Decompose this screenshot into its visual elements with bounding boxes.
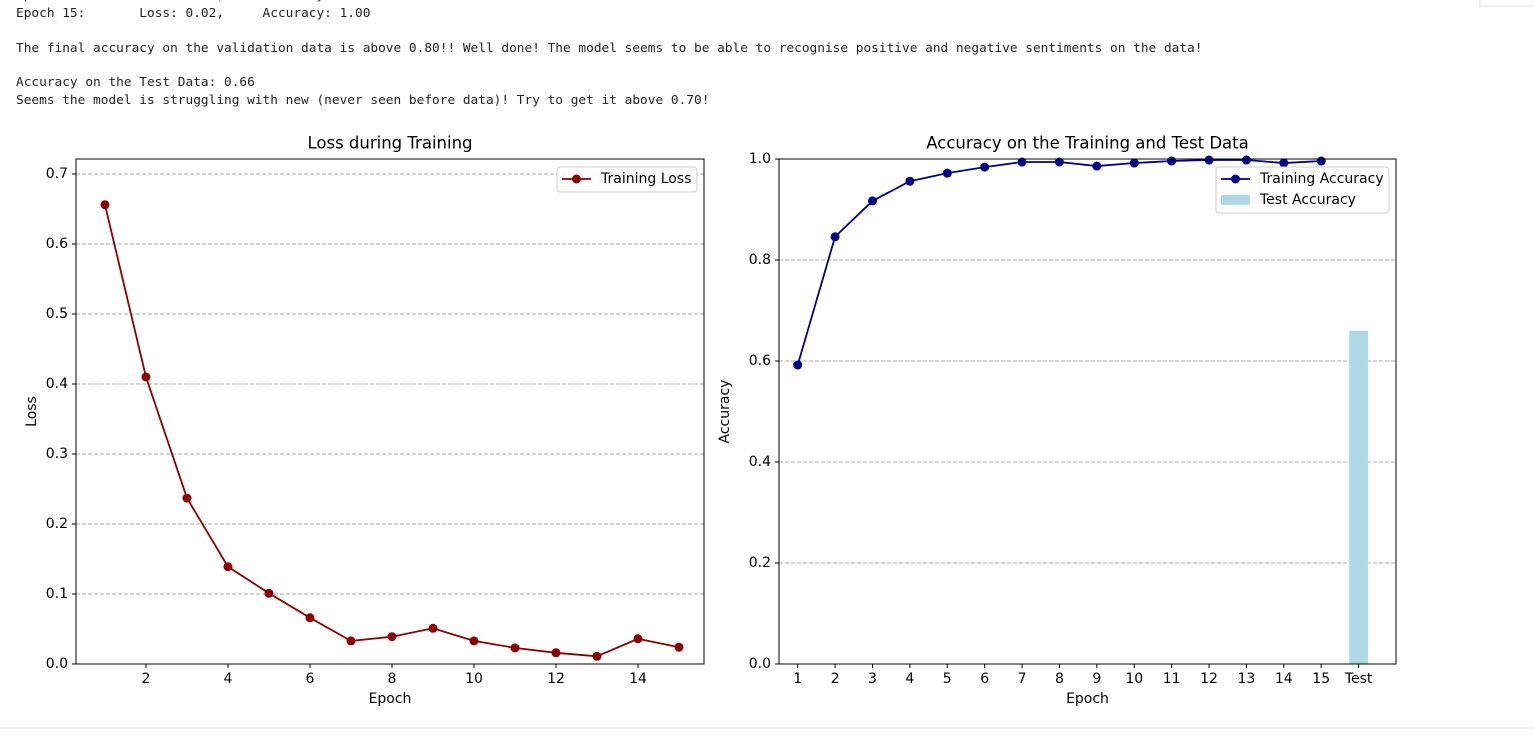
point bbox=[1129, 158, 1139, 168]
x-tick-label: 6 bbox=[980, 671, 989, 687]
x-tick-label: 11 bbox=[1163, 671, 1181, 687]
x-tick-label: 4 bbox=[905, 671, 914, 687]
point bbox=[428, 623, 438, 633]
x-tick-label: 9 bbox=[1092, 671, 1101, 687]
x-tick-label: 10 bbox=[1125, 671, 1143, 687]
point bbox=[905, 176, 915, 186]
output-line: Epoch 14: Loss: 0.03, Accuracy: 0.99 bbox=[16, 0, 370, 4]
point bbox=[1316, 156, 1326, 166]
point bbox=[346, 636, 356, 646]
scroll-widget bbox=[1479, 0, 1534, 7]
point bbox=[182, 493, 192, 503]
series-line bbox=[104, 204, 680, 658]
legend-label: Training Accuracy bbox=[1259, 171, 1384, 187]
point bbox=[551, 648, 561, 658]
y-axis-label: Accuracy bbox=[717, 380, 733, 444]
x-tick-label: 2 bbox=[142, 671, 151, 687]
point bbox=[867, 196, 877, 206]
point bbox=[223, 562, 233, 572]
y-tick-label: 0.0 bbox=[749, 656, 771, 672]
point bbox=[141, 372, 151, 382]
output-line: Accuracy on the Test Data: 0.66 bbox=[16, 75, 255, 90]
x-axis-label: Epoch bbox=[1066, 691, 1109, 707]
y-tick-label: 1.0 bbox=[749, 151, 771, 167]
y-tick-label: 0.7 bbox=[46, 166, 68, 182]
x-tick-label: 14 bbox=[1275, 671, 1293, 687]
output-line: Seems the model is struggling with new (… bbox=[16, 93, 710, 108]
x-axis-label: Epoch bbox=[369, 691, 412, 707]
x-tick-label: Test bbox=[1344, 671, 1373, 687]
bar bbox=[1349, 330, 1368, 664]
point bbox=[469, 636, 479, 646]
legend-swatch bbox=[1221, 195, 1250, 205]
y-tick-label: 0.0 bbox=[46, 656, 68, 672]
chart-title: Accuracy on the Training and Test Data bbox=[926, 134, 1248, 153]
legend-box bbox=[1215, 166, 1390, 214]
y-tick-label: 0.1 bbox=[46, 586, 68, 602]
x-tick-label: 5 bbox=[943, 671, 952, 687]
y-tick-label: 0.4 bbox=[46, 376, 68, 392]
plot-frame bbox=[75, 158, 705, 665]
point bbox=[1054, 157, 1064, 167]
y-tick-label: 0.4 bbox=[749, 454, 771, 470]
x-tick-label: 4 bbox=[224, 671, 233, 687]
y-tick-label: 0.5 bbox=[46, 306, 68, 322]
y-tick-label: 0.2 bbox=[749, 555, 771, 571]
x-tick-label: 8 bbox=[1055, 671, 1064, 687]
plot-frame bbox=[778, 158, 1397, 665]
point bbox=[1279, 158, 1289, 168]
y-tick-label: 0.6 bbox=[46, 236, 68, 252]
legend-label: Training Loss bbox=[600, 171, 691, 187]
y-tick-label: 0.8 bbox=[749, 252, 771, 268]
point bbox=[1017, 157, 1027, 167]
point bbox=[980, 162, 990, 172]
x-tick-label: 6 bbox=[306, 671, 315, 687]
point bbox=[1092, 161, 1102, 171]
point bbox=[592, 651, 602, 661]
x-tick-label: 1 bbox=[793, 671, 802, 687]
y-axis-label: Loss bbox=[24, 396, 40, 427]
point bbox=[942, 168, 952, 178]
point bbox=[510, 643, 520, 653]
x-tick-label: 7 bbox=[1018, 671, 1027, 687]
point bbox=[387, 632, 397, 642]
point bbox=[264, 588, 274, 598]
legend-marker bbox=[572, 174, 581, 184]
point bbox=[1204, 155, 1214, 165]
point bbox=[633, 634, 643, 644]
y-tick-label: 0.6 bbox=[749, 353, 771, 369]
output-line: The final accuracy on the validation dat… bbox=[16, 41, 1203, 56]
x-tick-label: 12 bbox=[547, 671, 565, 687]
x-tick-label: 2 bbox=[831, 671, 840, 687]
x-tick-label: 14 bbox=[629, 671, 647, 687]
point bbox=[100, 200, 110, 210]
point bbox=[674, 642, 684, 652]
x-tick-label: 3 bbox=[868, 671, 877, 687]
point bbox=[305, 613, 315, 623]
legend-label: Test Accuracy bbox=[1259, 192, 1356, 208]
x-tick-label: 12 bbox=[1200, 671, 1218, 687]
legend-box bbox=[556, 166, 698, 193]
chart-title: Loss during Training bbox=[307, 134, 472, 153]
y-tick-label: 0.2 bbox=[46, 516, 68, 532]
x-tick-label: 10 bbox=[465, 671, 483, 687]
point bbox=[830, 232, 840, 242]
x-tick-label: 8 bbox=[388, 671, 397, 687]
legend-marker bbox=[1231, 174, 1240, 184]
point bbox=[1167, 156, 1177, 166]
output-line: Epoch 15: Loss: 0.02, Accuracy: 1.00 bbox=[16, 6, 371, 21]
point bbox=[793, 360, 803, 370]
y-tick-label: 0.3 bbox=[46, 446, 68, 462]
point bbox=[1241, 155, 1251, 165]
x-tick-label: 13 bbox=[1238, 671, 1256, 687]
x-tick-label: 15 bbox=[1312, 671, 1330, 687]
